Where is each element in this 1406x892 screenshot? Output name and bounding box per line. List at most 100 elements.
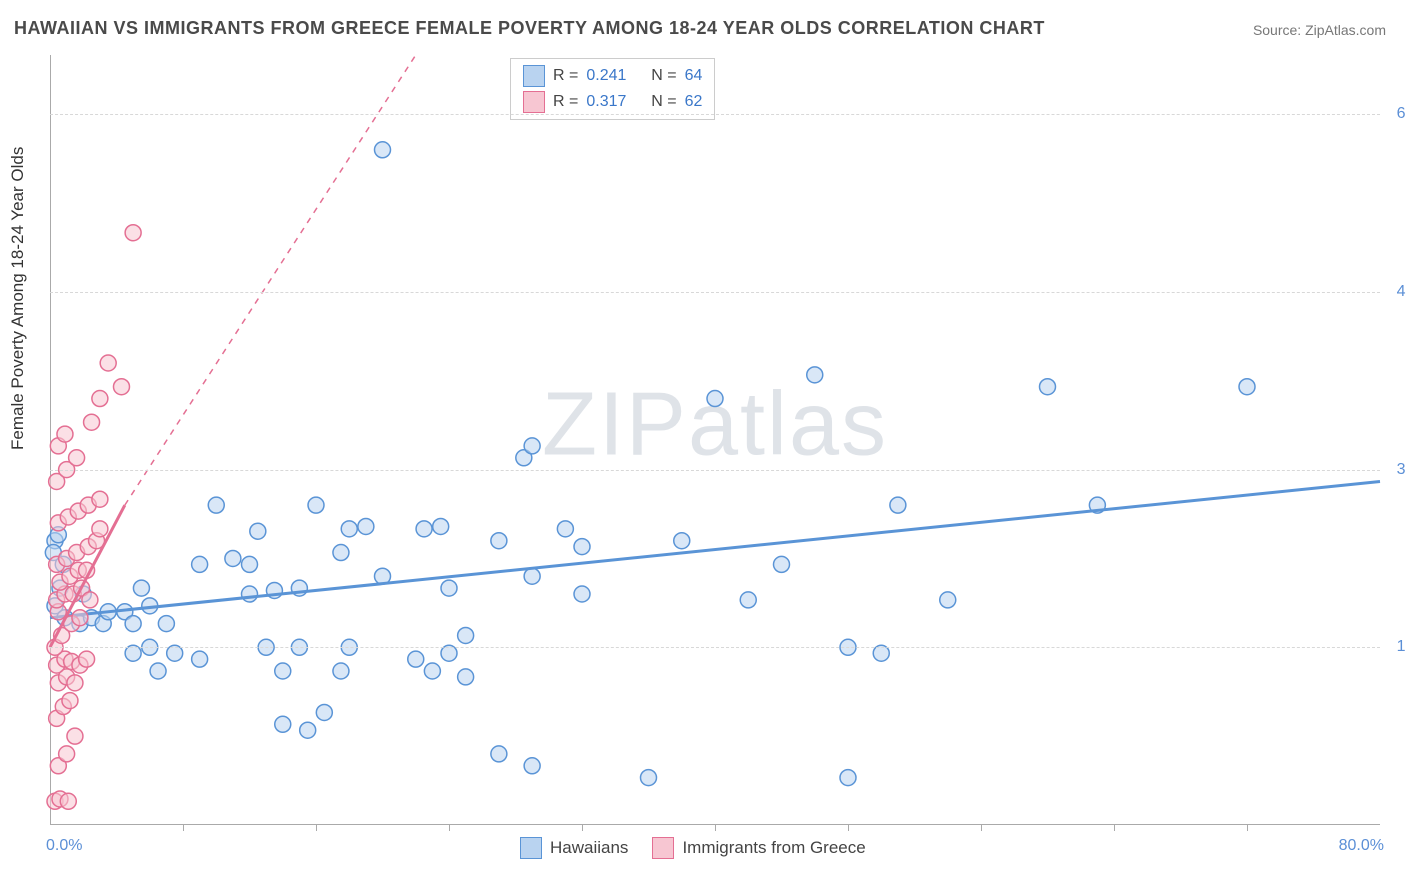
scatter-point: [100, 355, 116, 371]
scatter-point: [408, 651, 424, 667]
x-tick: [981, 825, 982, 831]
scatter-point: [150, 663, 166, 679]
scatter-point: [375, 142, 391, 158]
legend-n-label-2: N =: [651, 93, 676, 111]
scatter-point: [67, 675, 83, 691]
legend-series-box: Hawaiians Immigrants from Greece: [520, 837, 866, 859]
chart-title: HAWAIIAN VS IMMIGRANTS FROM GREECE FEMAL…: [14, 18, 1045, 39]
scatter-point: [113, 379, 129, 395]
scatter-plot: ZIPatlas R = 0.241 N = 64 R = 0.317 N = …: [50, 55, 1380, 825]
legend-swatch-2: [523, 91, 545, 113]
legend-series-swatch-2: [652, 837, 674, 859]
scatter-point: [424, 663, 440, 679]
scatter-point: [333, 545, 349, 561]
y-tick-label: 45.0%: [1397, 283, 1406, 301]
x-tick: [449, 825, 450, 831]
scatter-point: [807, 367, 823, 383]
legend-series-item-2: Immigrants from Greece: [652, 837, 865, 859]
legend-stats-row-2: R = 0.317 N = 62: [523, 89, 702, 115]
scatter-point: [208, 497, 224, 513]
scatter-point: [524, 438, 540, 454]
scatter-point: [125, 616, 141, 632]
x-tick: [848, 825, 849, 831]
legend-swatch-1: [523, 65, 545, 87]
scatter-point: [358, 518, 374, 534]
scatter-point: [557, 521, 573, 537]
scatter-point: [67, 728, 83, 744]
scatter-point: [674, 533, 690, 549]
y-tick-label: 60.0%: [1397, 105, 1406, 123]
scatter-point: [158, 616, 174, 632]
scatter-point: [242, 556, 258, 572]
scatter-point: [441, 580, 457, 596]
scatter-point: [69, 450, 85, 466]
x-tick: [183, 825, 184, 831]
scatter-point: [491, 533, 507, 549]
scatter-point: [341, 521, 357, 537]
scatter-point: [125, 225, 141, 241]
scatter-point: [491, 746, 507, 762]
scatter-point: [59, 746, 75, 762]
x-tick: [715, 825, 716, 831]
scatter-point: [416, 521, 432, 537]
scatter-point: [62, 693, 78, 709]
y-tick-label: 15.0%: [1397, 638, 1406, 656]
source-label: Source:: [1253, 22, 1301, 38]
scatter-point: [641, 770, 657, 786]
scatter-point: [524, 758, 540, 774]
legend-r-label-2: R =: [553, 93, 578, 111]
legend-n-label-1: N =: [651, 67, 676, 85]
y-axis-label: Female Poverty Among 18-24 Year Olds: [8, 147, 28, 450]
plot-svg: [50, 55, 1380, 825]
scatter-point: [275, 663, 291, 679]
scatter-point: [192, 651, 208, 667]
legend-n-value-1: 64: [685, 67, 703, 85]
legend-r-value-1: 0.241: [586, 67, 626, 85]
scatter-point: [774, 556, 790, 572]
scatter-point: [574, 586, 590, 602]
scatter-point: [82, 592, 98, 608]
scatter-point: [433, 518, 449, 534]
scatter-point: [92, 391, 108, 407]
x-tick: [582, 825, 583, 831]
scatter-point: [1040, 379, 1056, 395]
scatter-point: [92, 491, 108, 507]
scatter-point: [308, 497, 324, 513]
scatter-point: [84, 414, 100, 430]
x-axis-min-label: 0.0%: [46, 837, 82, 855]
scatter-point: [333, 663, 349, 679]
legend-r-label-1: R =: [553, 67, 578, 85]
scatter-point: [740, 592, 756, 608]
gridline-h: [50, 647, 1380, 648]
scatter-point: [300, 722, 316, 738]
scatter-point: [574, 539, 590, 555]
scatter-point: [92, 521, 108, 537]
scatter-point: [890, 497, 906, 513]
trend-line: [125, 55, 416, 505]
legend-n-value-2: 62: [685, 93, 703, 111]
scatter-point: [133, 580, 149, 596]
scatter-point: [250, 523, 266, 539]
scatter-point: [524, 568, 540, 584]
scatter-point: [192, 556, 208, 572]
scatter-point: [60, 793, 76, 809]
scatter-point: [72, 610, 88, 626]
legend-series-item-1: Hawaiians: [520, 837, 628, 859]
gridline-h: [50, 470, 1380, 471]
x-tick: [316, 825, 317, 831]
x-tick: [1114, 825, 1115, 831]
scatter-point: [79, 651, 95, 667]
source-name: ZipAtlas.com: [1305, 22, 1386, 38]
scatter-point: [275, 716, 291, 732]
scatter-point: [458, 627, 474, 643]
gridline-h: [50, 292, 1380, 293]
x-tick: [1247, 825, 1248, 831]
scatter-point: [1239, 379, 1255, 395]
scatter-point: [316, 704, 332, 720]
gridline-h: [50, 114, 1380, 115]
legend-stats-row-1: R = 0.241 N = 64: [523, 63, 702, 89]
scatter-point: [840, 770, 856, 786]
x-axis-max-label: 80.0%: [1339, 837, 1384, 855]
legend-series-swatch-1: [520, 837, 542, 859]
source-attribution: Source: ZipAtlas.com: [1253, 22, 1386, 38]
